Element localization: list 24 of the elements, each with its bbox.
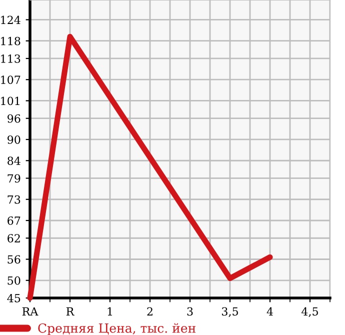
y-tick-label: 45 bbox=[7, 294, 20, 302]
x-tick-label: 1 bbox=[108, 307, 112, 316]
legend-label: Средняя Цена, тыс. йен bbox=[38, 323, 196, 335]
y-tick-label: 62 bbox=[8, 234, 20, 242]
x-tick-label: 2 bbox=[147, 307, 152, 316]
y-tick-label: 73 bbox=[8, 195, 20, 204]
x-tick-label: 4 bbox=[266, 307, 273, 316]
y-tick-label: 84 bbox=[8, 156, 20, 166]
x-tick-label: 3 bbox=[187, 307, 193, 316]
x-tick-label: 3,5 bbox=[222, 307, 238, 317]
y-tick-label: 50 bbox=[8, 276, 20, 285]
y-tick-label: 101 bbox=[1, 96, 20, 106]
y-tick-label: 118 bbox=[1, 36, 20, 46]
y-tick-label: 79 bbox=[8, 174, 20, 183]
y-tick-label: 67 bbox=[8, 216, 20, 225]
y-tick-label: 124 bbox=[1, 16, 20, 24]
y-tick-label: 56 bbox=[8, 255, 20, 264]
x-tick-label: RA bbox=[22, 307, 38, 316]
y-tick-label: 113 bbox=[1, 54, 20, 63]
x-tick-label: 4,5 bbox=[302, 307, 318, 317]
y-tick-label: 90 bbox=[8, 135, 20, 144]
x-tick-label: R bbox=[66, 307, 74, 316]
y-tick-label: 96 bbox=[8, 114, 20, 123]
y-tick-label: 107 bbox=[1, 76, 20, 84]
